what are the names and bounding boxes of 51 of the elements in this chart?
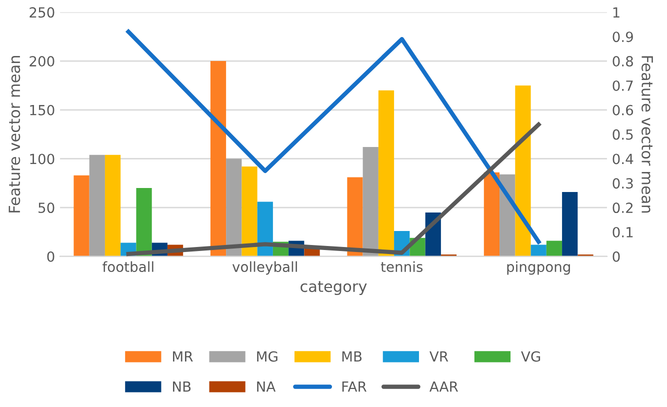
y2-tick-label: 0.5 (612, 129, 633, 140)
y-tick-label: 250 (30, 7, 54, 18)
y2-tick-label: 1 (613, 7, 620, 18)
bar (210, 61, 226, 256)
y-tick-label: 50 (38, 202, 54, 214)
bar (378, 90, 394, 256)
bar (226, 158, 242, 256)
y-axis-title: Feature vector mean (8, 56, 20, 212)
line-series (126, 122, 541, 256)
bar (242, 166, 258, 256)
y2-tick-label: 0.8 (612, 56, 633, 67)
bar (104, 154, 121, 256)
legend-label: NA (257, 381, 276, 392)
y2-tick-label: 0.2 (612, 202, 633, 214)
legend-label: NB (173, 381, 191, 392)
legend-label: VR (430, 351, 448, 362)
x-tick-label: tennis (380, 261, 423, 272)
bar (74, 175, 90, 256)
legend-label: FAR (342, 381, 366, 392)
y2-tick-label: 0.9 (612, 32, 633, 42)
bar (136, 188, 152, 256)
legend-label: AAR (430, 381, 458, 392)
x-tick-label: volleyball (232, 261, 297, 275)
y-tick-label: 100 (30, 154, 54, 164)
line-series (126, 30, 541, 244)
legend-label: MB (342, 351, 362, 362)
bar (347, 177, 363, 256)
bar (257, 202, 273, 256)
y2-tick-label: 0.3 (612, 178, 633, 189)
bar (484, 172, 500, 256)
y-tick-label: 200 (30, 56, 54, 67)
legend-label: MR (173, 351, 193, 362)
bar (546, 240, 562, 256)
y2-tick-label: 0 (612, 251, 620, 262)
bar (515, 85, 531, 256)
y2-tick-label: 0.6 (612, 104, 634, 116)
bar (89, 154, 105, 256)
bar (362, 147, 378, 256)
x-tick-label: pingpong (507, 261, 570, 275)
y2-tick-label: 0.4 (612, 154, 634, 164)
bar (530, 244, 546, 256)
legend-label: VG (521, 351, 540, 362)
y2-tick-label: 0.1 (612, 226, 633, 238)
x-axis-title: category (300, 281, 367, 296)
bar (562, 192, 578, 256)
y2-tick-label: 0.7 (612, 80, 633, 91)
y-tick-label: 150 (30, 104, 54, 116)
y-tick-label: 0 (47, 251, 54, 262)
x-tick-label: football (102, 261, 154, 272)
y2-axis-title: Feature vector mean (642, 56, 653, 213)
legend-label: MG (257, 351, 278, 362)
